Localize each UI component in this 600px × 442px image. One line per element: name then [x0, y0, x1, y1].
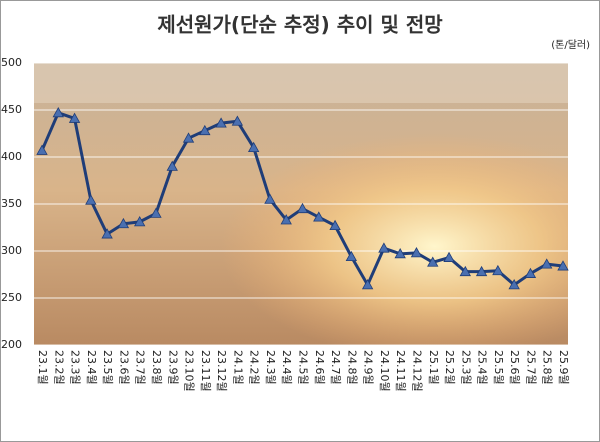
marker — [247, 141, 260, 153]
x-tick-label: 23.10월 — [183, 350, 196, 392]
marker — [280, 214, 292, 225]
x-tick-label: 25.9월 — [557, 350, 570, 385]
marker — [443, 251, 455, 262]
marker — [36, 144, 48, 155]
x-tick-label: 23.6월 — [117, 350, 130, 385]
marker — [378, 242, 390, 253]
marker — [475, 265, 488, 277]
marker — [68, 112, 81, 123]
x-tick-label: 23.11월 — [199, 350, 212, 392]
x-tick-label: 24.1월 — [231, 350, 244, 385]
marker — [459, 265, 471, 277]
x-tick-label: 24.2월 — [248, 350, 261, 385]
x-tick-label: 24.4월 — [280, 350, 293, 385]
x-tick-label: 24.7월 — [329, 350, 342, 385]
marker — [541, 258, 553, 269]
x-tick-label: 23.7월 — [134, 350, 147, 385]
y-tick-label: 450 — [1, 103, 22, 116]
marker — [329, 219, 341, 231]
marker — [150, 207, 162, 218]
y-tick-label: 250 — [1, 291, 22, 304]
marker — [134, 216, 146, 227]
unit-label: (톤/달러) — [551, 39, 590, 51]
marker — [394, 247, 406, 259]
marker — [101, 228, 113, 239]
x-tick-label: 24.6월 — [313, 350, 326, 385]
x-tick-label: 25.3월 — [459, 350, 472, 385]
x-tick-label: 24.8월 — [345, 350, 358, 385]
x-tick-label: 25.7월 — [524, 350, 537, 385]
marker — [166, 160, 178, 171]
marker — [231, 115, 244, 126]
x-tick-label: 25.4월 — [476, 350, 489, 385]
x-tick-label: 25.5월 — [492, 350, 505, 385]
y-tick-label: 300 — [1, 244, 22, 257]
y-tick-label: 500 — [1, 56, 22, 69]
marker — [313, 211, 325, 222]
x-tick-label: 23.12월 — [215, 350, 228, 392]
x-tick-label: 25.6월 — [508, 350, 521, 385]
marker — [215, 117, 227, 128]
x-tick-label: 23.3월 — [69, 350, 82, 385]
y-tick-label: 200 — [1, 338, 22, 351]
marker — [296, 202, 309, 214]
x-tick-label: 24.5월 — [297, 350, 310, 385]
marker — [410, 247, 423, 258]
y-tick-label: 400 — [1, 150, 22, 163]
x-tick-label: 23.4월 — [85, 350, 98, 385]
x-tick-label: 24.9월 — [362, 350, 375, 385]
x-tick-label: 25.8월 — [541, 350, 554, 385]
x-tick-label: 23.1월 — [36, 350, 49, 385]
marker — [557, 260, 569, 271]
marker — [117, 217, 130, 229]
x-tick-label: 25.1월 — [427, 350, 440, 385]
marker — [508, 279, 520, 290]
marker — [492, 264, 504, 276]
marker — [85, 194, 97, 205]
x-tick-label: 23.8월 — [150, 350, 163, 385]
marker — [182, 132, 195, 143]
chart-title: 제선원가(단순 추정) 추이 및 전망 — [157, 13, 443, 37]
marker — [427, 256, 439, 267]
x-tick-label: 25.2월 — [443, 350, 456, 385]
x-tick-label: 23.2월 — [52, 350, 65, 385]
x-tick-label: 24.11월 — [394, 350, 407, 392]
x-tick-label: 24.3월 — [264, 350, 277, 385]
x-tick-label: 23.5월 — [101, 350, 114, 385]
marker — [361, 279, 374, 290]
y-tick-label: 350 — [1, 197, 22, 210]
x-tick-label: 24.10월 — [378, 350, 391, 392]
marker — [264, 193, 276, 204]
marker — [199, 124, 211, 136]
plot-top — [34, 63, 568, 103]
marker — [345, 250, 358, 262]
x-tick-label: 23.9월 — [166, 350, 179, 385]
marker — [524, 267, 537, 278]
x-tick-label: 24.12월 — [410, 350, 423, 392]
marker — [52, 106, 64, 118]
